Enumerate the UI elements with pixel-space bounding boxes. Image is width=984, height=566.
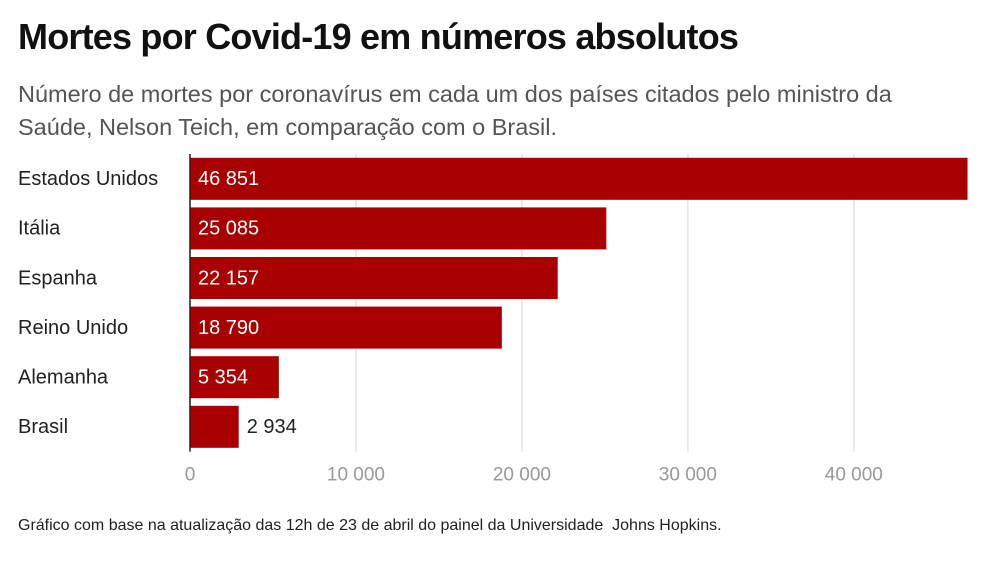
value-label: 25 085 bbox=[198, 218, 259, 240]
value-label: 5 354 bbox=[198, 366, 248, 388]
chart: 0 10 000 20 000 30 000 40 000 Estados Unidos 4… bbox=[18, 154, 968, 486]
bar bbox=[190, 405, 239, 448]
value-label: 2 934 bbox=[247, 416, 297, 438]
y-tick-label: Espanha bbox=[18, 267, 98, 289]
chart-subtitle: Número de mortes por coronavírus em cada… bbox=[18, 81, 892, 140]
chart-title: Mortes por Covid-19 em números absolutos bbox=[18, 16, 739, 57]
y-tick-label: Reino Unido bbox=[18, 317, 128, 339]
y-tick-label: Brasil bbox=[18, 416, 68, 438]
x-tick-label: 40 000 bbox=[825, 465, 883, 486]
value-label: 22 157 bbox=[198, 267, 259, 289]
source-note: Gráfico com base na atualização das 12h … bbox=[18, 517, 722, 534]
value-label: 18 790 bbox=[198, 317, 259, 339]
x-tick-label: 10 000 bbox=[327, 465, 385, 486]
bar bbox=[190, 157, 968, 200]
value-label: 46 851 bbox=[198, 168, 259, 190]
bar bbox=[190, 356, 279, 399]
y-tick-label: Itália bbox=[18, 218, 61, 240]
x-tick-label: 30 000 bbox=[659, 465, 717, 486]
bar bbox=[190, 306, 502, 349]
y-tick-label: Alemanha bbox=[18, 366, 109, 388]
x-tick-label: 20 000 bbox=[493, 465, 551, 486]
bar bbox=[190, 257, 558, 299]
y-tick-label: Estados Unidos bbox=[18, 168, 158, 190]
x-tick-label: 0 bbox=[185, 465, 196, 486]
bar bbox=[190, 207, 607, 250]
